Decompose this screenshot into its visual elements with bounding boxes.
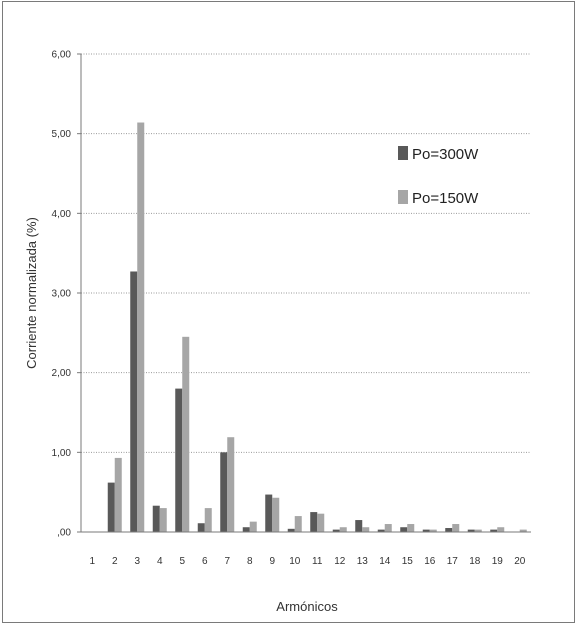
y-tick-label: 2,00 xyxy=(52,368,72,379)
bar-po-150w-15 xyxy=(407,524,415,532)
bar-po-300w-16 xyxy=(422,529,430,532)
x-tick-label: 18 xyxy=(469,556,481,567)
legend-swatch-po-150w xyxy=(398,190,408,204)
bar-po-150w-6 xyxy=(204,508,212,532)
bar-po-300w-18 xyxy=(467,529,475,532)
x-axis-title: Armónicos xyxy=(276,599,338,614)
bar-po-150w-19 xyxy=(497,527,505,532)
bar-po-150w-18 xyxy=(474,529,482,532)
bar-po-150w-16 xyxy=(429,529,437,532)
legend-swatch-po-300w xyxy=(398,146,408,160)
x-tick-label: 1 xyxy=(89,556,95,567)
x-tick-label: 17 xyxy=(447,556,459,567)
bar-po-300w-6 xyxy=(197,523,205,532)
y-tick-label: 1,00 xyxy=(52,448,72,459)
x-tick-label: 13 xyxy=(357,556,369,567)
gridlines xyxy=(81,53,531,453)
bar-po-300w-7 xyxy=(220,452,228,532)
bar-po-300w-4 xyxy=(152,505,160,532)
bar-po-150w-9 xyxy=(272,497,280,532)
bar-po-300w-17 xyxy=(445,528,453,532)
bar-po-150w-13 xyxy=(362,527,370,532)
x-tick-label: 14 xyxy=(379,556,391,567)
y-tick-label: 3,00 xyxy=(52,289,72,300)
bar-po-300w-11 xyxy=(310,512,318,532)
bar-po-150w-2 xyxy=(114,457,122,532)
x-tick-label: 7 xyxy=(224,556,230,567)
bar-po-300w-5 xyxy=(175,388,183,532)
bar-po-150w-14 xyxy=(384,524,392,532)
bar-po-150w-7 xyxy=(227,437,235,532)
bar-po-300w-3 xyxy=(130,271,138,532)
bar-po-150w-20 xyxy=(519,529,527,532)
legend-label-po-300w: Po=300W xyxy=(412,146,479,163)
legend-label-po-150w: Po=150W xyxy=(412,190,479,207)
y-tick-label: ,00 xyxy=(57,528,71,539)
x-tick-label: 11 xyxy=(312,556,323,567)
bar-po-150w-4 xyxy=(159,508,167,532)
bar-po-300w-19 xyxy=(490,529,498,532)
bars xyxy=(107,122,527,532)
bar-po-150w-8 xyxy=(249,521,257,532)
x-axis: 1 2 3 4 5 6 7 8 9 10 11 12 13 14 15 16 17 18 19 20 xyxy=(81,531,531,567)
bar-po-150w-12 xyxy=(339,527,347,532)
bar-po-300w-8 xyxy=(242,527,250,532)
bar-po-150w-3 xyxy=(137,122,145,532)
x-tick-label: 16 xyxy=(424,556,436,567)
x-tick-label: 10 xyxy=(289,556,301,567)
y-tick-label: 4,00 xyxy=(52,209,72,220)
x-tick-label: 9 xyxy=(269,556,275,567)
x-tick-label: 5 xyxy=(179,556,185,567)
x-tick-label: 20 xyxy=(514,556,526,567)
bar-po-300w-15 xyxy=(400,527,408,532)
bar-po-300w-2 xyxy=(107,482,115,532)
bar-po-150w-5 xyxy=(182,336,190,532)
x-tick-label: 4 xyxy=(157,556,163,567)
y-tick-label: 5,00 xyxy=(52,129,72,140)
bar-po-300w-9 xyxy=(265,494,273,532)
y-tick-label: 6,00 xyxy=(52,50,72,61)
bar-po-150w-17 xyxy=(452,524,460,532)
bar-po-150w-10 xyxy=(294,516,302,532)
x-tick-label: 3 xyxy=(134,556,140,567)
x-tick-label: 8 xyxy=(247,556,253,567)
bar-po-150w-11 xyxy=(317,513,325,532)
x-tick-label: 6 xyxy=(202,556,208,567)
y-axis: ,00 1,00 2,00 3,00 4,00 5,00 6,00 xyxy=(52,50,82,539)
bar-po-300w-12 xyxy=(332,529,340,532)
x-tick-label: 15 xyxy=(402,556,414,567)
bar-po-300w-10 xyxy=(287,528,295,532)
bar-po-300w-13 xyxy=(355,520,363,532)
y-axis-title: Corriente normalizada (%) xyxy=(24,217,39,369)
x-tick-label: 12 xyxy=(334,556,346,567)
bar-po-300w-14 xyxy=(377,529,385,532)
x-tick-label: 2 xyxy=(112,556,118,567)
x-tick-label: 19 xyxy=(492,556,504,567)
legend: Po=300W Po=150W xyxy=(398,146,479,207)
